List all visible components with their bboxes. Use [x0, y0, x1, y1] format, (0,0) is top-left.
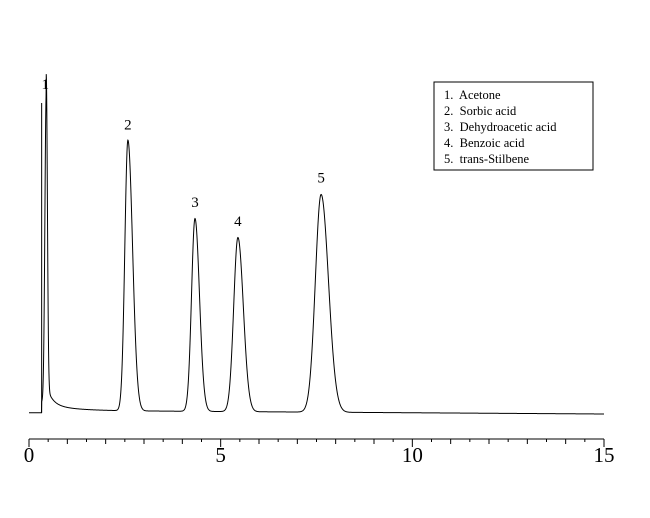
- x-tick-label: 15: [594, 443, 615, 467]
- chromatogram-trace: [29, 74, 604, 415]
- legend-box: [433, 81, 594, 171]
- legend-entry: 4. Benzoic acid: [444, 136, 525, 150]
- legend-entry: 3. Dehydroacetic acid: [444, 120, 557, 134]
- peak-label-4: 4: [234, 214, 242, 230]
- peak-label-5: 5: [317, 170, 325, 186]
- legend-entry: 1. Acetone: [444, 88, 501, 102]
- x-tick-label: 10: [402, 443, 423, 467]
- peak-label-2: 2: [124, 117, 132, 133]
- x-axis: 0 5 10 15: [24, 438, 615, 467]
- x-tick-label: 5: [215, 443, 226, 467]
- peak-label-1: 1: [42, 77, 50, 93]
- peak-labels: 1 2 3 4 5: [42, 77, 325, 230]
- x-tick-label: 0: [24, 443, 35, 467]
- legend: 1. Acetone 2. Sorbic acid 3. Dehydroacetic…: [433, 81, 594, 171]
- legend-entry: 2. Sorbic acid: [444, 104, 517, 118]
- peak-label-3: 3: [191, 195, 199, 211]
- trace-line: [29, 74, 604, 415]
- legend-entry: 5. trans-Stilbene: [444, 152, 530, 166]
